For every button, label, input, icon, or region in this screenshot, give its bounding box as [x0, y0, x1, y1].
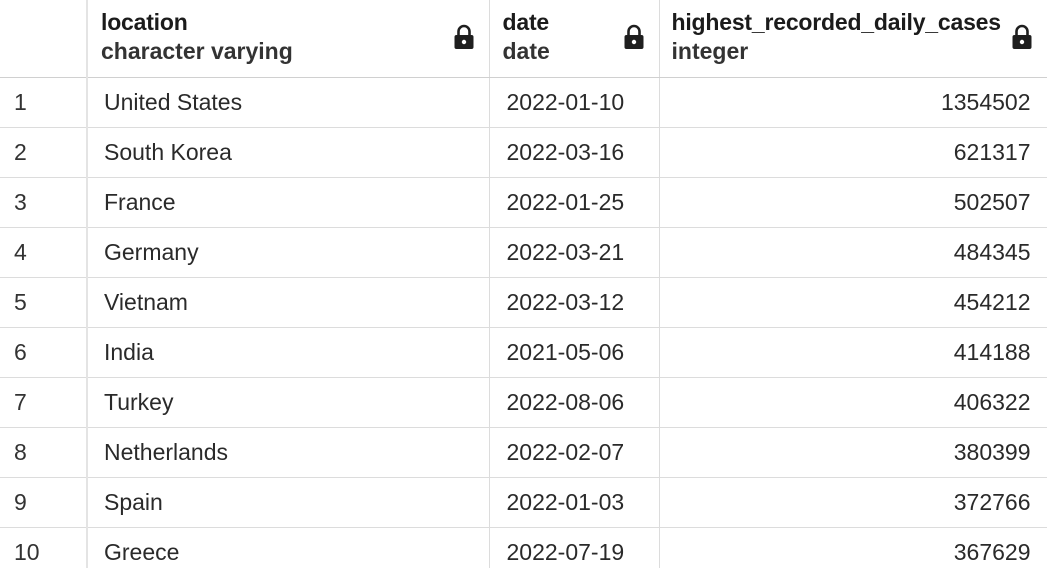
header-row: location character varying date date	[0, 0, 1048, 78]
table-row[interactable]: 7 Turkey 2022-08-06 406322	[0, 377, 1048, 428]
column-header-highest-recorded-daily-cases[interactable]: highest_recorded_daily_cases integer	[659, 0, 1048, 78]
cell-location[interactable]: Turkey	[87, 377, 490, 428]
cell-date[interactable]: 2022-08-06	[489, 377, 660, 428]
cell-date[interactable]: 2021-05-06	[489, 327, 660, 378]
table-row[interactable]: 6 India 2021-05-06 414188	[0, 327, 1048, 378]
row-number[interactable]: 10	[0, 527, 88, 568]
table-row[interactable]: 2 South Korea 2022-03-16 621317	[0, 127, 1048, 178]
cell-location[interactable]: India	[87, 327, 490, 378]
row-number[interactable]: 4	[0, 227, 88, 278]
table-row[interactable]: 10 Greece 2022-07-19 367629	[0, 527, 1048, 568]
cell-date[interactable]: 2022-07-19	[489, 527, 660, 568]
row-number[interactable]: 8	[0, 427, 88, 478]
column-type: character varying	[101, 38, 293, 64]
row-number[interactable]: 5	[0, 277, 88, 328]
cell-date[interactable]: 2022-02-07	[489, 427, 660, 478]
column-header-date[interactable]: date date	[489, 0, 660, 78]
cell-location[interactable]: Vietnam	[87, 277, 490, 328]
table-row[interactable]: 4 Germany 2022-03-21 484345	[0, 227, 1048, 278]
cell-location[interactable]: Netherlands	[87, 427, 490, 478]
row-number[interactable]: 6	[0, 327, 88, 378]
column-type: integer	[671, 38, 749, 64]
cell-date[interactable]: 2022-01-10	[489, 77, 660, 128]
cell-highest-recorded-daily-cases[interactable]: 367629	[659, 527, 1048, 568]
column-name: date	[502, 9, 550, 35]
grid-right-edge	[1047, 0, 1058, 568]
cell-highest-recorded-daily-cases[interactable]: 484345	[659, 227, 1048, 278]
row-number[interactable]: 7	[0, 377, 88, 428]
cell-date[interactable]: 2022-03-16	[489, 127, 660, 178]
cell-highest-recorded-daily-cases[interactable]: 414188	[659, 327, 1048, 378]
cell-highest-recorded-daily-cases[interactable]: 380399	[659, 427, 1048, 478]
row-number[interactable]: 1	[0, 77, 88, 128]
row-number-header[interactable]	[0, 0, 88, 78]
table-row[interactable]: 3 France 2022-01-25 502507	[0, 177, 1048, 228]
cell-date[interactable]: 2022-03-21	[489, 227, 660, 278]
table-row[interactable]: 1 United States 2022-01-10 1354502	[0, 77, 1048, 128]
cell-date[interactable]: 2022-01-25	[489, 177, 660, 228]
cell-highest-recorded-daily-cases[interactable]: 1354502	[659, 77, 1048, 128]
row-number[interactable]: 9	[0, 477, 88, 528]
cell-location[interactable]: France	[87, 177, 490, 228]
cell-location[interactable]: South Korea	[87, 127, 490, 178]
cell-date[interactable]: 2022-01-03	[489, 477, 660, 528]
cell-highest-recorded-daily-cases[interactable]: 454212	[659, 277, 1048, 328]
row-number[interactable]: 3	[0, 177, 88, 228]
cell-highest-recorded-daily-cases[interactable]: 502507	[659, 177, 1048, 228]
cell-highest-recorded-daily-cases[interactable]: 372766	[659, 477, 1048, 528]
column-name: highest_recorded_daily_cases	[671, 9, 1002, 35]
cell-location[interactable]: Greece	[87, 527, 490, 568]
row-number[interactable]: 2	[0, 127, 88, 178]
cell-location[interactable]: Germany	[87, 227, 490, 278]
table-row[interactable]: 5 Vietnam 2022-03-12 454212	[0, 277, 1048, 328]
lock-icon	[454, 24, 473, 49]
lock-icon	[624, 24, 643, 49]
table-row[interactable]: 9 Spain 2022-01-03 372766	[0, 477, 1048, 528]
column-name: location	[101, 9, 188, 35]
cell-highest-recorded-daily-cases[interactable]: 621317	[659, 127, 1048, 178]
table-row[interactable]: 8 Netherlands 2022-02-07 380399	[0, 427, 1048, 478]
cell-location[interactable]: United States	[87, 77, 490, 128]
cell-highest-recorded-daily-cases[interactable]: 406322	[659, 377, 1048, 428]
column-type: date	[502, 38, 550, 64]
lock-icon	[1012, 24, 1031, 49]
cell-location[interactable]: Spain	[87, 477, 490, 528]
cell-date[interactable]: 2022-03-12	[489, 277, 660, 328]
column-header-location[interactable]: location character varying	[87, 0, 490, 78]
